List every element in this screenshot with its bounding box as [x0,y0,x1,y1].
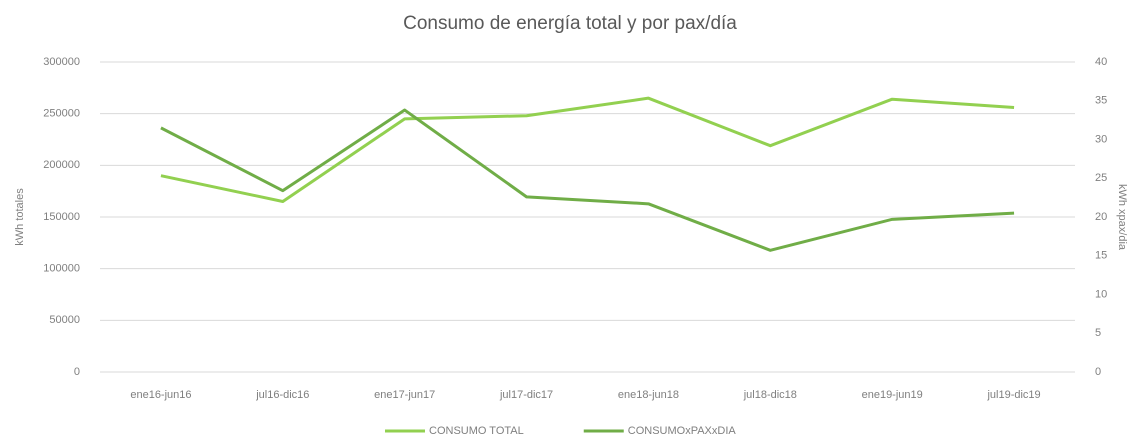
y-tick-label: 200000 [43,159,80,171]
legend-label: CONSUMOxPAXxDIA [628,425,737,437]
x-tick-label: jul19-dic19 [986,389,1040,401]
y2-tick-label: 30 [1095,133,1107,145]
x-tick-label: jul16-dic16 [255,389,309,401]
y2-tick-label: 35 [1095,95,1107,107]
y2-tick-label: 5 [1095,327,1101,339]
y2-tick-label: 15 [1095,250,1107,262]
y-axis-label: kWh totales [14,188,26,246]
x-tick-label: ene19-jun19 [862,389,923,401]
legend-label: CONSUMO TOTAL [429,425,524,437]
y2-tick-label: 0 [1095,366,1101,378]
y-tick-label: 100000 [43,263,80,275]
x-tick-label: ene18-jun18 [618,389,679,401]
y-tick-label: 300000 [43,56,80,68]
chart-title: Consumo de energía total y por pax/día [403,13,737,34]
y-tick-label: 150000 [43,211,80,223]
y-tick-label: 50000 [49,314,80,326]
x-tick-label: ene17-jun17 [374,389,435,401]
x-tick-label: jul18-dic18 [743,389,797,401]
y2-tick-label: 40 [1095,56,1107,68]
x-tick-label: jul17-dic17 [499,389,553,401]
y2-axis-label: kWh xpax/dia [1116,184,1128,251]
data-line [160,108,1015,252]
y-tick-label: 0 [74,366,80,378]
y2-tick-label: 10 [1095,288,1107,300]
y2-tick-label: 20 [1095,211,1107,223]
y2-tick-label: 25 [1095,172,1107,184]
y-tick-label: 250000 [43,108,80,120]
x-tick-label: ene16-jun16 [130,389,191,401]
data-line [160,96,1015,203]
